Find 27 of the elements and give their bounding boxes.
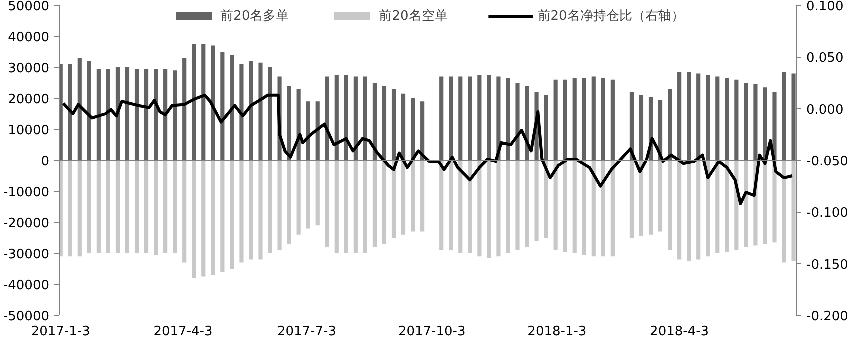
y2-tick-label: -0.150 — [806, 258, 848, 273]
y-tick-label: -30000 — [3, 248, 50, 262]
x-tick-label: 2017-4-3 — [154, 324, 213, 338]
y2-tick-label: 0.100 — [806, 0, 844, 14]
x-tick-label: 2017-10-3 — [398, 324, 466, 338]
y-tick-label: 20000 — [8, 92, 50, 108]
legend-label: 前20名净持仓比（右轴） — [538, 8, 684, 25]
y-tick-label: -20000 — [3, 216, 50, 232]
y-tick-label: -10000 — [3, 186, 50, 200]
x-tick-label: 2017-1-3 — [31, 324, 90, 338]
y2-tick-label: -0.050 — [806, 154, 848, 170]
legend-label: 前20名空单 — [379, 8, 448, 25]
y-tick-label: 40000 — [8, 30, 50, 46]
x-tick-label: 2018-1-3 — [528, 324, 587, 338]
y2-tick-label: -0.100 — [806, 206, 848, 222]
y-tick-label: 50000 — [8, 0, 50, 14]
y2-tick-label: -0.200 — [806, 310, 848, 324]
y2-tick-label: 0.000 — [806, 102, 844, 118]
y2-tick-label: 0.050 — [806, 51, 844, 66]
y-tick-label: 30000 — [8, 62, 50, 76]
y-tick-label: -40000 — [3, 278, 50, 294]
x-tick-label: 2017-7-3 — [277, 324, 336, 338]
y-tick-label: 10000 — [8, 124, 50, 138]
y-tick-label: 0 — [41, 154, 50, 170]
x-tick-label: 2018-4-3 — [650, 324, 710, 338]
y-tick-label: -50000 — [3, 310, 50, 324]
legend-label: 前20名多单 — [220, 8, 290, 25]
